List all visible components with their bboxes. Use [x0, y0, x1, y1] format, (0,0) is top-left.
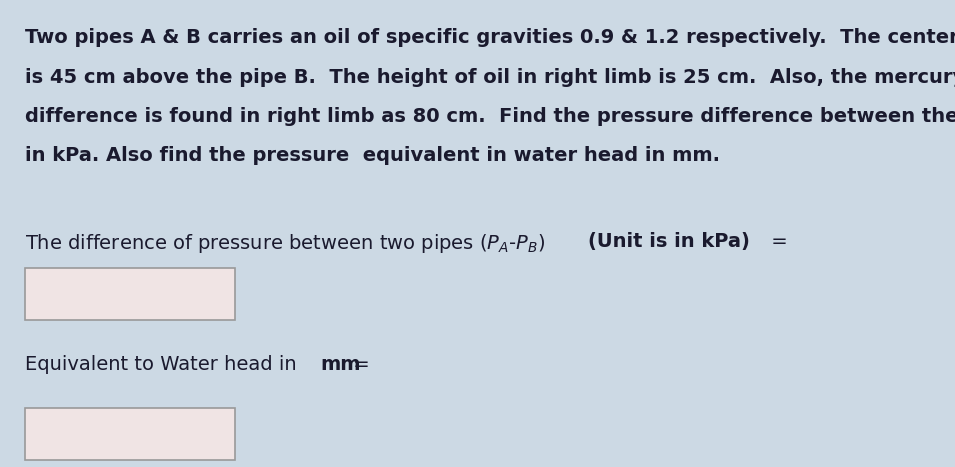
Text: is 45 cm above the pipe B.  The height of oil in right limb is 25 cm.  Also, the: is 45 cm above the pipe B. The height of… — [25, 68, 955, 87]
Text: The difference of pressure between two pipes ($P_A$-$P_B$): The difference of pressure between two p… — [25, 232, 553, 255]
Text: difference is found in right limb as 80 cm.  Find the pressure difference betwee: difference is found in right limb as 80 … — [25, 107, 955, 126]
Text: in kPa. Also find the pressure  equivalent in water head in mm.: in kPa. Also find the pressure equivalen… — [25, 146, 720, 165]
Bar — [25, 268, 235, 320]
Text: =: = — [347, 355, 370, 374]
Text: mm: mm — [320, 355, 360, 374]
Bar — [25, 408, 235, 460]
Text: Two pipes A & B carries an oil of specific gravities 0.9 & 1.2 respectively.  Th: Two pipes A & B carries an oil of specif… — [25, 28, 955, 47]
Text: =: = — [765, 232, 788, 251]
Text: Equivalent to Water head in: Equivalent to Water head in — [25, 355, 303, 374]
Text: (Unit is in kPa): (Unit is in kPa) — [588, 232, 750, 251]
